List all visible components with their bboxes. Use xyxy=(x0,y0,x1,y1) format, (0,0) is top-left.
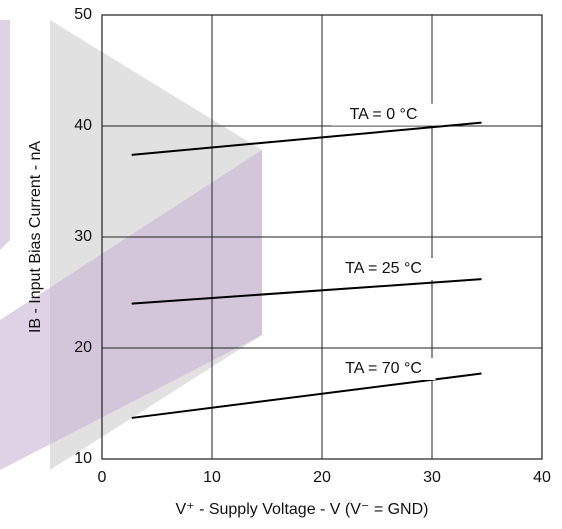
series-line xyxy=(131,372,482,419)
y-tick-label: 50 xyxy=(74,6,92,23)
watermark xyxy=(0,20,10,250)
label-background xyxy=(331,103,436,126)
x-axis-label: V⁺ - Supply Voltage - V (V⁻ = GND) xyxy=(176,501,429,518)
watermark xyxy=(0,150,262,470)
series-label: TA = 25 °C xyxy=(345,260,422,277)
label-background xyxy=(331,357,436,380)
series-label: TA = 70 °C xyxy=(345,360,422,377)
series-line xyxy=(131,278,482,305)
series-label: TA = 0 °C xyxy=(350,106,418,123)
x-tick-label: 40 xyxy=(533,469,551,486)
y-tick-label: 40 xyxy=(74,117,92,134)
label-background xyxy=(331,258,436,281)
series-line xyxy=(131,121,482,156)
y-tick-label: 30 xyxy=(74,228,92,245)
x-tick-label: 0 xyxy=(98,469,107,486)
x-tick-label: 20 xyxy=(313,469,331,486)
y-axis-label: IB - Input Bias Current - nA xyxy=(27,141,44,333)
x-tick-label: 30 xyxy=(423,469,441,486)
x-tick-label: 10 xyxy=(203,469,221,486)
y-tick-label: 20 xyxy=(74,339,92,356)
y-tick-label: 10 xyxy=(74,450,92,467)
